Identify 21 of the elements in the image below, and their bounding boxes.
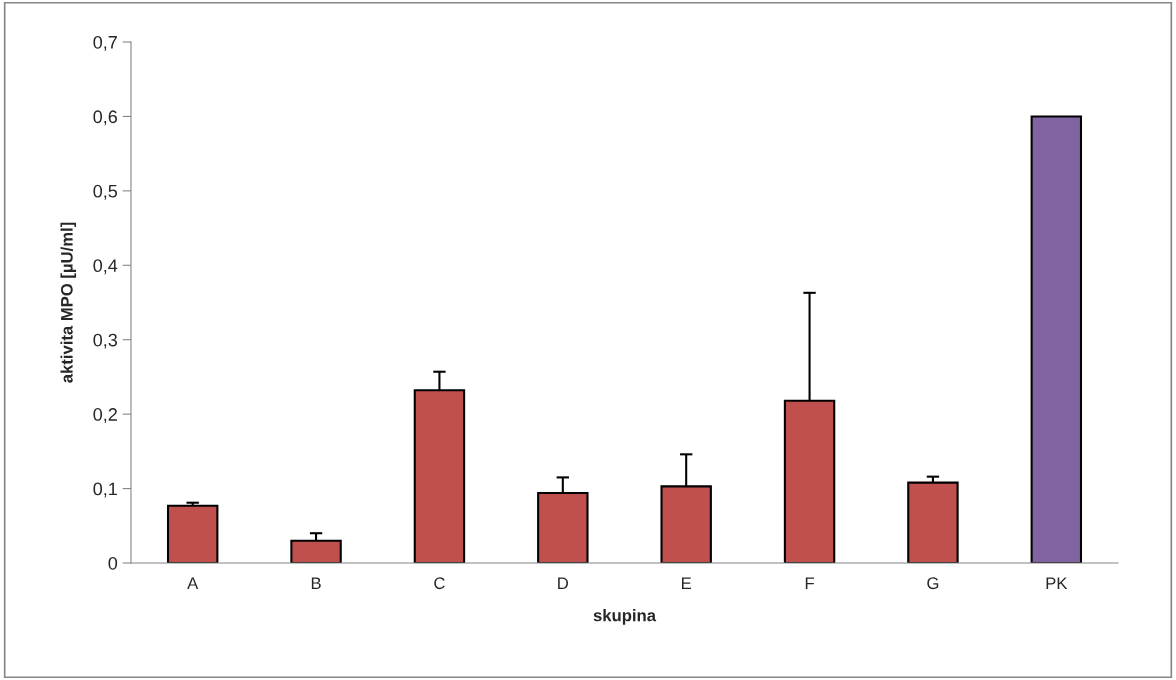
y-axis-title: aktivita MPO [µU/ml] (60, 222, 77, 383)
y-tick-label: 0,6 (93, 110, 118, 126)
y-tick-label: 0,3 (93, 333, 118, 349)
bar (1030, 115, 1083, 563)
x-tick-label: E (682, 577, 692, 589)
y-tick-label: 0 (108, 556, 118, 570)
bar (907, 481, 959, 563)
x-axis-title: skupina (593, 609, 657, 625)
x-tick-label: A (187, 577, 199, 589)
y-tick-label: 0,7 (93, 35, 117, 51)
x-tick-label: B (311, 577, 321, 589)
x-tick-label: C (434, 577, 445, 590)
x-tick-label: PK (1046, 577, 1068, 589)
y-tick-label: 0,1 (93, 482, 117, 498)
x-tick-label: D (558, 577, 569, 589)
y-tick-label: 0,4 (93, 259, 118, 275)
y-tick-label: 0,5 (93, 184, 118, 200)
x-tick-label: G (927, 577, 939, 590)
bar (166, 504, 219, 563)
x-tick-label: F (805, 577, 814, 589)
y-tick-label: 0,2 (93, 408, 117, 423)
